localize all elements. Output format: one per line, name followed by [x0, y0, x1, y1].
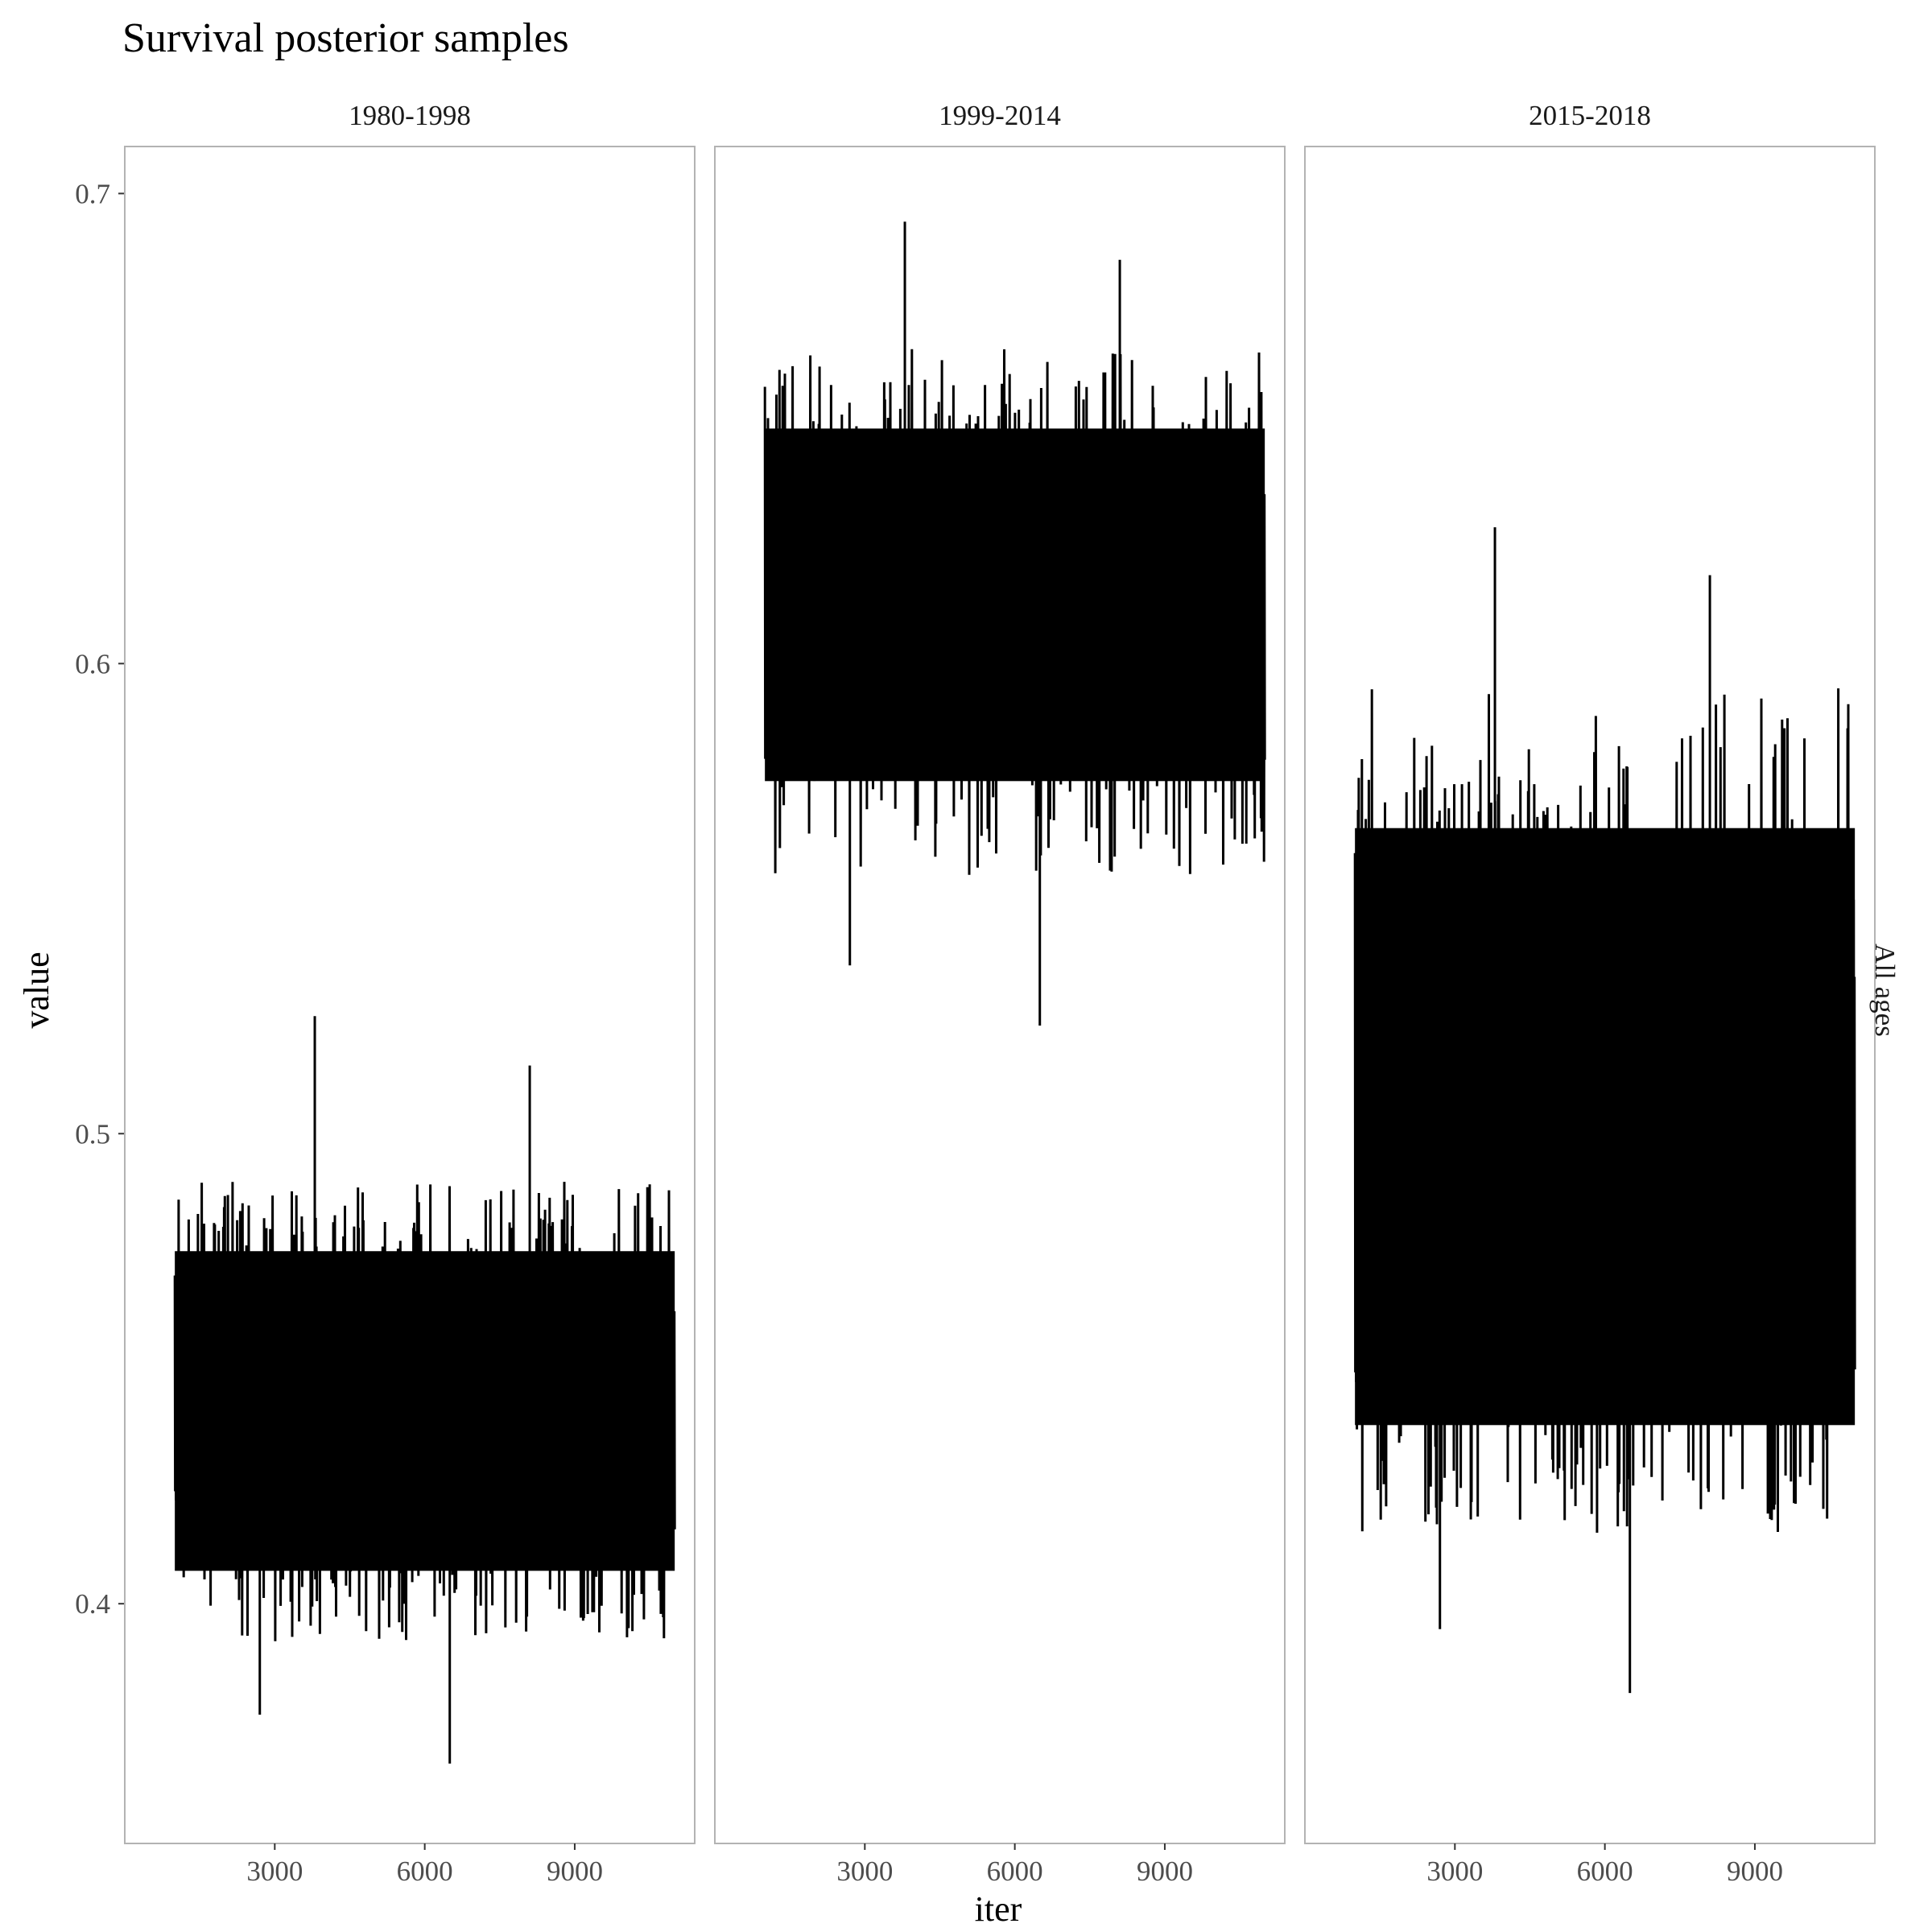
x-tick-label: 3000	[836, 1856, 893, 1887]
panel-border	[1304, 146, 1876, 1844]
x-tick-label: 9000	[1727, 1856, 1783, 1887]
x-tick-label: 6000	[397, 1856, 453, 1887]
panel-border	[714, 146, 1286, 1844]
x-tick-label: 9000	[547, 1856, 603, 1887]
x-tick-label: 6000	[987, 1856, 1043, 1887]
facet-panel: 1999-2014 3000 6000 9000	[714, 100, 1286, 1887]
x-tick-label: 3000	[246, 1856, 303, 1887]
y-axis-title: value	[17, 952, 56, 1028]
facet-strip-label: 1999-2014	[939, 100, 1061, 131]
facet-strip-label: 2015-2018	[1529, 100, 1651, 131]
row-strip-label: All ages	[1869, 943, 1901, 1037]
facet-strip-label: 1980-1998	[349, 100, 471, 131]
y-tick-label: 0.6	[75, 648, 110, 679]
x-tick-label: 9000	[1137, 1856, 1193, 1887]
trace-line	[763, 349, 1266, 875]
y-tick-label: 0.7	[75, 178, 110, 209]
x-axis-title: iter	[975, 1889, 1022, 1929]
trace-line	[173, 1182, 676, 1641]
facet-panel: 1980-1998 3000 6000 9000	[124, 100, 696, 1887]
facet-panel: 2015-2018 3000 6000 9000	[1304, 100, 1876, 1887]
y-tick-label: 0.5	[75, 1118, 110, 1150]
y-tick-label: 0.4	[75, 1588, 110, 1620]
trace-line	[1353, 688, 1856, 1534]
x-tick-label: 3000	[1426, 1856, 1483, 1887]
chart-title: Survival posterior samples	[122, 15, 569, 61]
panel-border	[124, 146, 696, 1844]
x-tick-label: 6000	[1577, 1856, 1633, 1887]
